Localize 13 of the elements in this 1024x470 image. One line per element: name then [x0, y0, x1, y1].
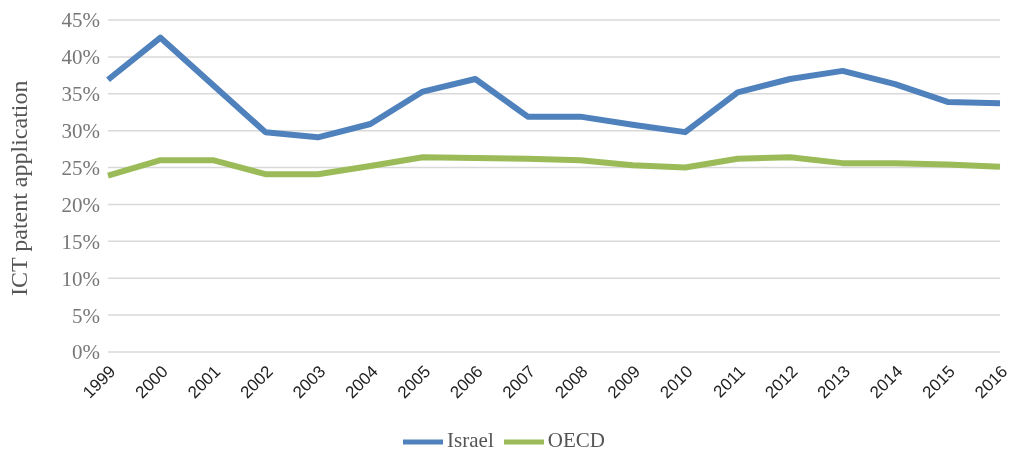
y-tick-label: 40%: [61, 45, 100, 70]
y-tick-label: 10%: [61, 266, 100, 291]
y-tick-label: 5%: [72, 303, 100, 328]
y-tick-label: 15%: [61, 229, 100, 254]
y-tick-label: 25%: [61, 156, 100, 181]
y-tick-label: 30%: [61, 119, 100, 144]
y-tick-label: 45%: [61, 8, 100, 33]
y-tick-label: 0%: [72, 340, 100, 365]
legend-label: Israel: [447, 427, 494, 452]
y-tick-label: 20%: [61, 192, 100, 217]
y-axis-title: ICT patent application: [5, 80, 32, 296]
y-tick-label: 35%: [61, 82, 100, 107]
legend-label: OECD: [547, 427, 605, 452]
